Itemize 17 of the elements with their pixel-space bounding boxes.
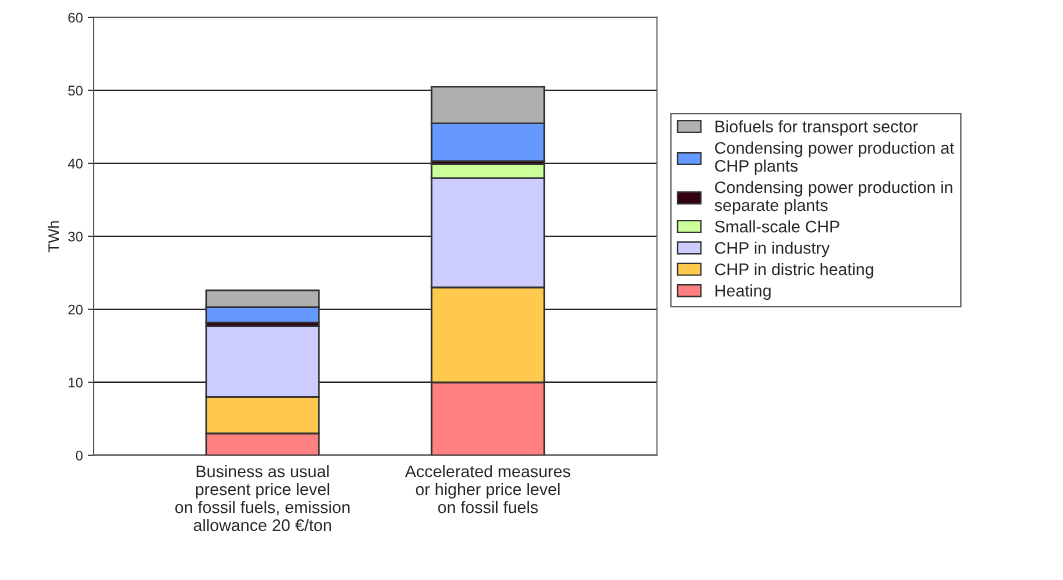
y-tick-label: 50 bbox=[68, 85, 83, 96]
legend-label: Small-scale CHP bbox=[714, 220, 840, 233]
y-axis-title: TWh bbox=[47, 221, 59, 253]
legend-label: Biofuels for transport sector bbox=[715, 120, 918, 136]
y-tick-label: 20 bbox=[68, 304, 83, 315]
x-tick-label: Business as usual present price level on fossil fuels, emission allowance 20 €/ton bbox=[175, 465, 350, 532]
legend-label: Condensing power production at CHP plants bbox=[715, 141, 955, 176]
y-tick-label: 60 bbox=[68, 12, 83, 23]
legend-label: CHP in industry bbox=[715, 241, 830, 258]
y-tick-label: 10 bbox=[68, 377, 83, 388]
y-tick-label: 40 bbox=[68, 158, 83, 169]
legend-label: Condensing power production in separate plants bbox=[714, 180, 953, 215]
legend-label: Heating bbox=[715, 284, 771, 300]
y-tick-label: 0 bbox=[75, 450, 83, 461]
x-tick-label: Accelerated measures or higher price level on fossil fuels bbox=[405, 465, 571, 514]
legend-label: CHP in distric heating bbox=[715, 263, 874, 279]
y-tick-label: 30 bbox=[68, 231, 83, 242]
